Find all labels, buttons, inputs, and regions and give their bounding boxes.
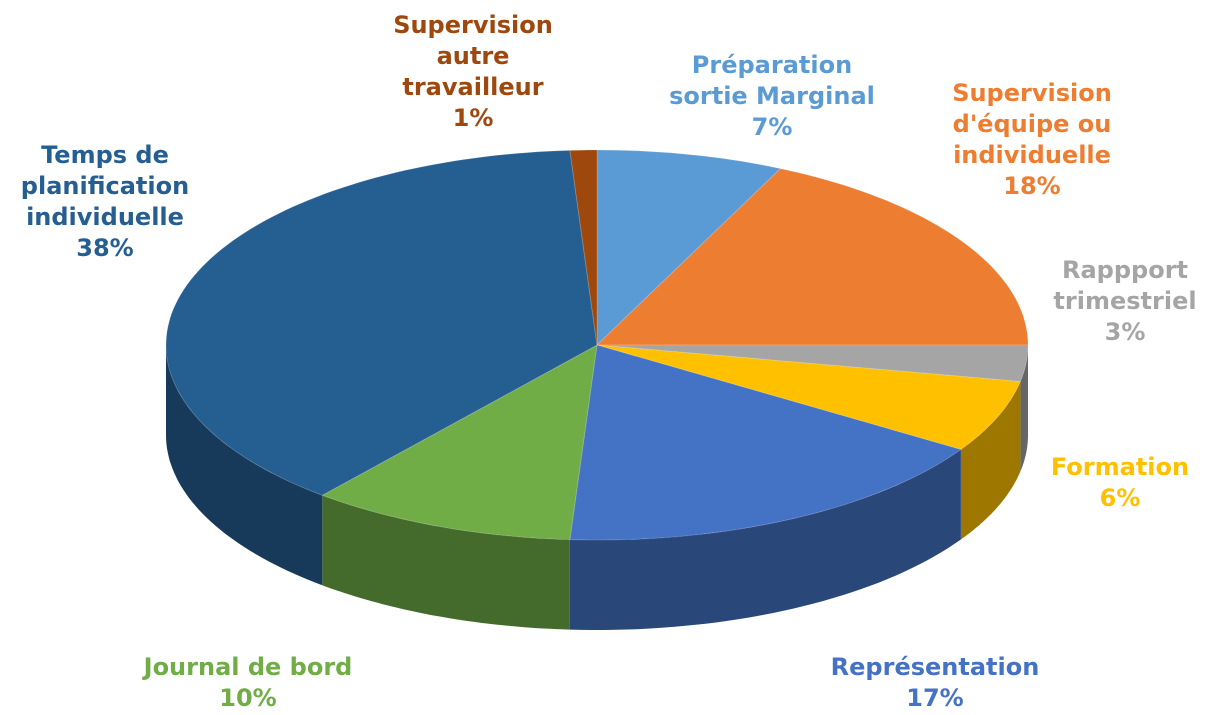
slice bbox=[165, 149, 598, 496]
data-label: Formation 6% bbox=[1040, 452, 1200, 514]
data-label: Supervision autre travailleur 1% bbox=[383, 10, 563, 134]
category-label: Supervision autre travailleur bbox=[393, 11, 553, 101]
value-label: 38% bbox=[76, 234, 134, 262]
value-label: 10% bbox=[219, 684, 277, 712]
value-label: 1% bbox=[452, 104, 494, 132]
slice bbox=[321, 344, 598, 541]
category-label: Temps de planification individuelle bbox=[20, 141, 190, 231]
slice bbox=[596, 344, 1022, 451]
value-label: 3% bbox=[1104, 318, 1146, 346]
category-label: Rappport trimestriel bbox=[1053, 256, 1197, 315]
slice-side bbox=[166, 345, 323, 586]
slice-side bbox=[322, 495, 570, 630]
slice bbox=[595, 168, 1029, 346]
data-label: Temps de planification individuelle 38% bbox=[0, 140, 210, 264]
data-label: Journal de bord 10% bbox=[98, 652, 398, 714]
slice bbox=[596, 149, 782, 347]
value-label: 6% bbox=[1099, 484, 1141, 512]
data-label: Représentation 17% bbox=[805, 652, 1065, 714]
value-label: 18% bbox=[1003, 172, 1061, 200]
slice-side bbox=[1020, 345, 1028, 472]
slice bbox=[569, 149, 598, 346]
category-label: Préparation sortie Marginal bbox=[669, 51, 875, 110]
category-label: Représentation bbox=[830, 653, 1040, 681]
slice-side bbox=[569, 449, 961, 630]
value-label: 7% bbox=[751, 113, 793, 141]
data-label: Préparation sortie Marginal 7% bbox=[652, 50, 892, 143]
slice-side bbox=[960, 381, 1021, 540]
category-label: Supervision d'équipe ou individuelle bbox=[952, 79, 1112, 169]
slice bbox=[596, 344, 1029, 383]
slice bbox=[569, 344, 963, 541]
data-label: Supervision d'équipe ou individuelle 18% bbox=[937, 78, 1127, 202]
data-label: Rappport trimestriel 3% bbox=[1045, 255, 1205, 348]
category-label: Journal de bord bbox=[143, 653, 353, 681]
value-label: 17% bbox=[906, 684, 964, 712]
category-label: Formation bbox=[1050, 453, 1190, 481]
